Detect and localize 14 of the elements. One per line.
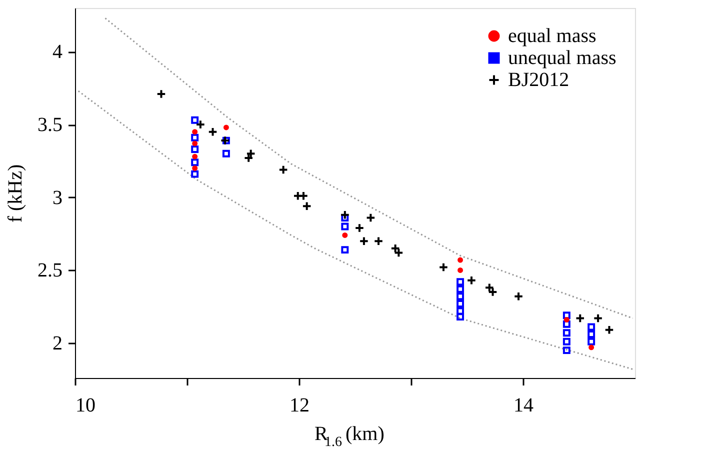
- y-tick-label: 4: [52, 41, 62, 64]
- x-tick-label: 10: [76, 394, 96, 416]
- y-tick-label: 3.5: [38, 114, 62, 136]
- y-axis-title: f (kHz): [4, 164, 26, 223]
- line-series: [104, 17, 634, 320]
- legend-label: equal mass: [508, 25, 597, 47]
- y-tick-label: 3: [52, 186, 62, 209]
- y-tick-label: 2: [52, 332, 62, 355]
- legend-label: unequal mass: [508, 47, 617, 69]
- line-series: [78, 90, 634, 370]
- legend-label: BJ2012: [508, 69, 570, 91]
- x-tick-label: 12: [290, 394, 310, 416]
- x-tick-label: 14: [514, 394, 534, 416]
- y-tick-label: 2.5: [38, 260, 62, 282]
